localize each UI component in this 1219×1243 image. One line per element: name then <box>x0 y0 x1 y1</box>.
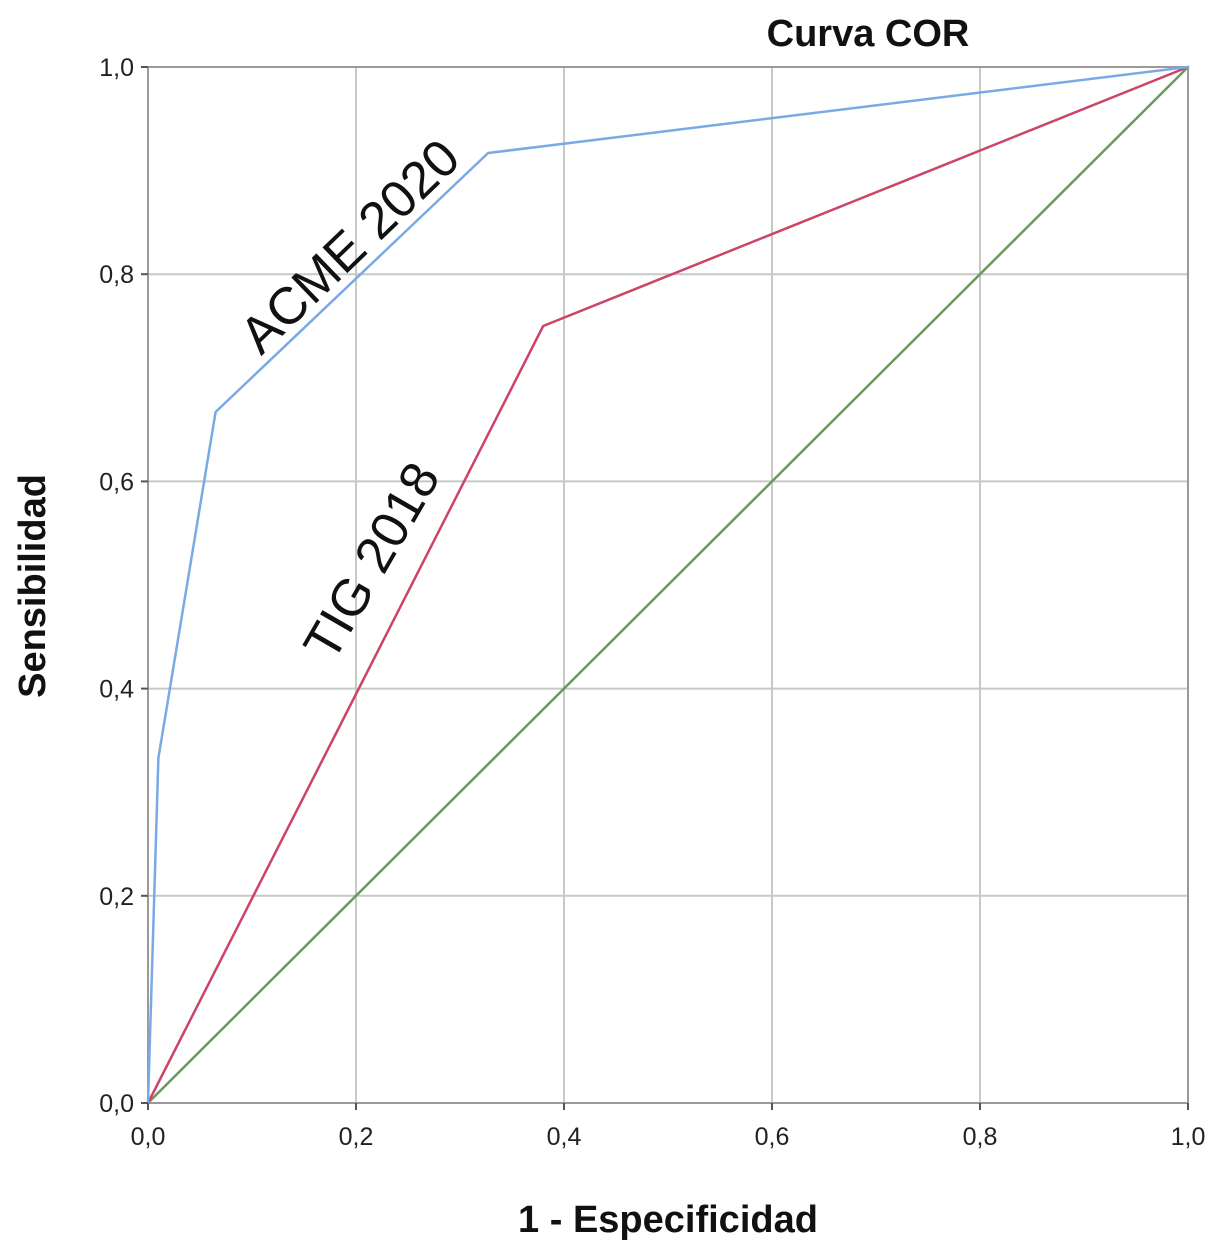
series-lines <box>146 65 1190 1105</box>
x-tick-label: 0,8 <box>963 1123 998 1151</box>
acme-2020-curve <box>146 65 1190 1105</box>
plot-frame <box>147 66 1189 1104</box>
grid-lines <box>148 67 1188 1103</box>
x-tick-label: 1,0 <box>1171 1123 1206 1151</box>
x-tick-label: 0,2 <box>339 1123 374 1151</box>
x-tick-label: 0,6 <box>755 1123 790 1151</box>
x-tick-label: 0,4 <box>547 1123 582 1151</box>
y-tick-label: 0,2 <box>99 883 134 911</box>
y-tick-label: 0,0 <box>99 1090 134 1118</box>
y-tick-label: 0,6 <box>99 468 134 496</box>
tig-2018-curve <box>146 65 1190 1105</box>
x-tick-labels: 0,0 0,2 0,4 0,6 0,8 1,0 <box>131 1103 1206 1151</box>
x-axis-title: 1 - Especificidad <box>518 1199 818 1241</box>
y-tick-label: 0,4 <box>99 676 134 704</box>
tig-2018-label: TIG 2018 <box>293 453 452 670</box>
x-tick-label: 0,0 <box>131 1123 166 1151</box>
chart-title: Curva COR <box>767 13 970 55</box>
y-tick-label: 0,8 <box>99 261 134 289</box>
y-axis-title: Sensibilidad <box>12 474 54 698</box>
y-tick-label: 1,0 <box>99 54 134 82</box>
acme-2020-label: ACME 2020 <box>229 129 471 365</box>
y-tick-labels: 0,0 0,2 0,4 0,6 0,8 1,0 <box>99 54 148 1118</box>
reference-diagonal <box>146 65 1190 1105</box>
